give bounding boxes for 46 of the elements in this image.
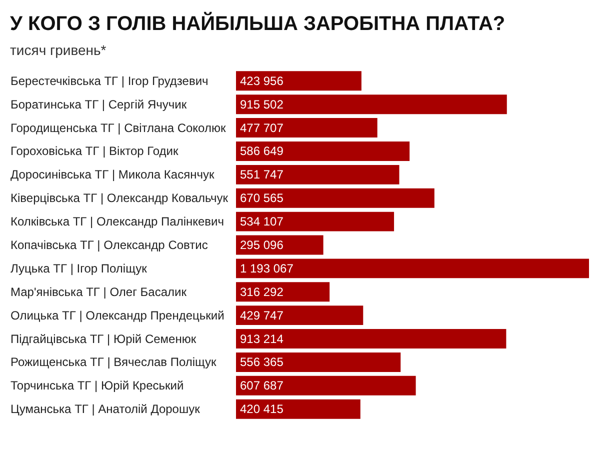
text: тисяч гривень* bbox=[10, 42, 107, 58]
data-label: 316 292 bbox=[240, 284, 284, 299]
bar bbox=[236, 306, 364, 326]
y-tick-label: Городищенська ТГ | Світлана Соколюк bbox=[10, 120, 226, 135]
data-label: 420 415 bbox=[240, 402, 284, 416]
data-label: 534 107 bbox=[240, 214, 284, 229]
y-tick-label: Мар'янівська ТГ | Олег Басалик bbox=[10, 284, 188, 299]
bar bbox=[236, 258, 589, 278]
bar bbox=[236, 118, 378, 138]
data-label: 423 956 bbox=[240, 74, 284, 88]
y-tick-label: Колківська ТГ | Олександр Палінкевич bbox=[10, 214, 224, 229]
y-tick-label: Боратинська ТГ | Сергій Ячучик bbox=[10, 97, 188, 112]
data-label: 556 365 bbox=[240, 355, 284, 370]
bar bbox=[236, 71, 362, 91]
data-label: 295 096 bbox=[240, 238, 284, 252]
y-tick-label: Берестечківська ТГ | Ігор Грудзевич bbox=[10, 74, 208, 88]
bar bbox=[236, 329, 506, 348]
y-tick-label: Підгайцівська ТГ | Юрій Семенюк bbox=[10, 332, 197, 346]
data-label: 670 565 bbox=[240, 191, 284, 206]
bar bbox=[236, 399, 360, 419]
y-tick-label: Гороховіська ТГ | Віктор Годик bbox=[10, 144, 179, 158]
y-tick-label: Ківерцівська ТГ | Олександр Ковальчук bbox=[10, 191, 229, 206]
y-tick-label: Олицька ТГ | Олександр Прендецький bbox=[10, 308, 224, 322]
data-label: 1 193 067 bbox=[240, 261, 294, 276]
data-label: 586 649 bbox=[240, 144, 284, 158]
y-tick-label: Торчинська ТГ | Юрій Креський bbox=[10, 378, 184, 393]
data-label: 551 747 bbox=[240, 168, 284, 182]
data-label: 429 747 bbox=[240, 308, 284, 322]
y-tick-label: Рожищенська ТГ | Вячеслав Поліщук bbox=[10, 355, 218, 370]
bar bbox=[236, 164, 400, 184]
data-label: 607 687 bbox=[240, 378, 284, 393]
bar bbox=[236, 188, 434, 208]
bar bbox=[236, 142, 410, 161]
bar bbox=[236, 282, 330, 302]
y-tick-label: Доросинівська ТГ | Микола Касянчук bbox=[10, 168, 215, 182]
chart-title: У КОГО З ГОЛІВ НАЙБІЛЬША ЗАРОБІТНА ПЛАТА? bbox=[10, 11, 506, 35]
data-label: 477 707 bbox=[240, 120, 284, 135]
bar bbox=[236, 376, 416, 396]
y-tick-label: Луцька ТГ | Ігор Поліщук bbox=[10, 261, 148, 276]
data-label: 913 214 bbox=[240, 332, 284, 346]
y-tick-label: Цуманська ТГ | Анатолій Дорошук bbox=[10, 402, 201, 416]
data-label: 915 502 bbox=[240, 97, 284, 112]
y-tick-label: Копачівська ТГ | Олександр Совтис bbox=[10, 238, 208, 252]
bar bbox=[236, 94, 507, 114]
bar bbox=[236, 212, 394, 232]
bar bbox=[236, 352, 401, 372]
